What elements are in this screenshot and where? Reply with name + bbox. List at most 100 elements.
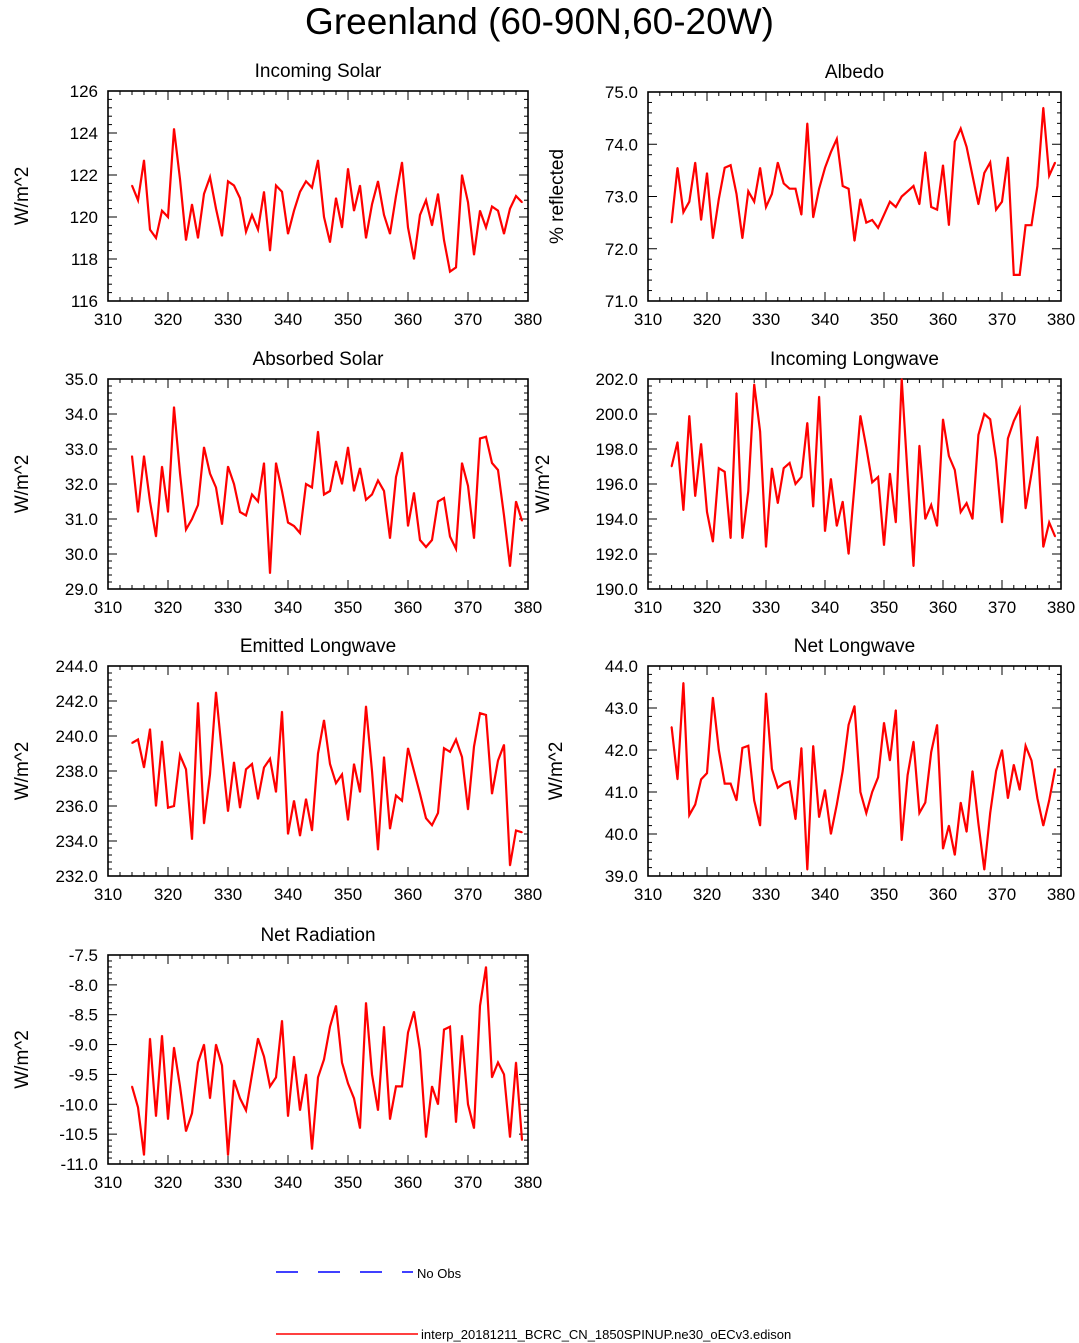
data-point	[971, 174, 974, 177]
y-tick-label: 43.0	[605, 699, 638, 718]
y-axis-label: W/m^2	[12, 1030, 33, 1089]
data-point	[449, 270, 451, 273]
data-point	[149, 500, 151, 503]
data-point	[215, 207, 217, 210]
data-point	[918, 812, 921, 814]
data-point	[167, 216, 169, 218]
legend-model-label: interp_20181211_BCRC_CN_1850SPINUP.ne30_…	[421, 1327, 791, 1342]
data-point	[983, 868, 986, 871]
data-point	[461, 756, 463, 758]
data-point	[741, 237, 744, 240]
data-point	[818, 395, 820, 398]
y-axis-label: % reflected	[547, 149, 568, 244]
data-point	[275, 184, 277, 187]
x-tick-label: 340	[811, 310, 839, 329]
data-point	[865, 812, 868, 814]
data-point	[287, 233, 289, 235]
data-point	[401, 451, 403, 454]
y-tick-label: 35.0	[65, 370, 98, 389]
data-point	[317, 159, 319, 162]
data-point	[401, 161, 403, 164]
data-point	[143, 1154, 145, 1156]
data-point	[251, 763, 253, 765]
x-tick-label: 350	[334, 1173, 362, 1192]
data-point	[759, 166, 761, 169]
data-point	[782, 467, 785, 470]
data-point	[682, 682, 685, 684]
data-point	[1018, 274, 1021, 276]
data-point	[431, 224, 433, 227]
data-point	[942, 164, 944, 166]
data-point	[1001, 521, 1003, 524]
data-point	[759, 824, 761, 827]
data-point	[871, 481, 873, 484]
x-tick-label: 380	[514, 598, 542, 617]
data-point	[521, 831, 523, 834]
data-point	[753, 200, 755, 203]
y-tick-label: 34.0	[65, 405, 98, 424]
data-point	[729, 164, 732, 166]
data-point	[335, 460, 337, 463]
data-point	[989, 812, 991, 814]
data-point	[149, 228, 151, 231]
data-point	[143, 455, 145, 457]
data-point	[209, 773, 211, 776]
data-point	[1001, 200, 1003, 203]
data-point	[251, 1073, 253, 1076]
data-point	[389, 827, 391, 830]
data-point	[1054, 768, 1056, 770]
data-point	[281, 490, 283, 492]
data-point	[233, 761, 235, 764]
data-point	[419, 792, 421, 795]
data-point	[407, 226, 409, 229]
data-point	[341, 773, 343, 776]
data-point	[983, 172, 986, 174]
data-point	[425, 1136, 427, 1138]
x-tick-label: 350	[870, 885, 898, 904]
data-point	[729, 782, 732, 785]
data-point	[137, 199, 139, 201]
x-tick-label: 330	[214, 598, 242, 617]
data-point	[173, 1046, 175, 1049]
data-point	[877, 476, 879, 478]
data-point	[317, 1076, 319, 1079]
x-tick-label: 320	[693, 598, 721, 617]
x-tick-label: 350	[334, 310, 362, 329]
data-point	[401, 1085, 403, 1088]
data-point	[461, 462, 463, 464]
data-point	[521, 201, 523, 204]
data-point	[251, 493, 253, 496]
data-point	[233, 184, 235, 187]
data-point	[311, 486, 313, 489]
plot-frame	[647, 665, 1062, 877]
data-point	[329, 241, 331, 243]
data-point	[688, 814, 691, 816]
data-point	[983, 413, 986, 415]
y-tick-label: 244.0	[55, 657, 98, 676]
data-point	[437, 812, 439, 814]
x-tick-label: 320	[154, 1173, 182, 1192]
data-point	[329, 1025, 331, 1028]
x-tick-label: 380	[1047, 885, 1075, 904]
data-point	[131, 455, 133, 457]
data-point	[670, 726, 673, 728]
y-tick-label: 238.0	[55, 762, 98, 781]
data-point	[930, 751, 932, 753]
data-point	[889, 472, 891, 475]
data-point	[395, 794, 397, 797]
data-point	[155, 805, 157, 807]
y-tick-label: 33.0	[65, 440, 98, 459]
data-point	[800, 213, 803, 216]
data-point	[299, 191, 301, 193]
data-point	[936, 208, 938, 211]
data-point	[765, 206, 767, 208]
x-tick-label: 380	[514, 310, 542, 329]
data-point	[191, 1112, 193, 1115]
data-point	[161, 740, 163, 743]
y-tick-label: 200.0	[595, 405, 638, 424]
data-point	[836, 138, 838, 140]
data-point	[718, 749, 720, 751]
data-point	[900, 378, 903, 380]
x-tick-label: 360	[394, 1173, 422, 1192]
